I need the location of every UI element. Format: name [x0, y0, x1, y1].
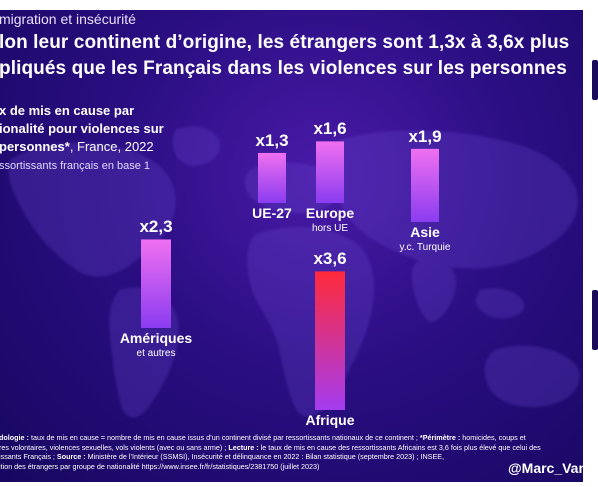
category-label: UE-27	[252, 205, 292, 221]
footer-methodology: dologie : taux de mis en cause = nombre …	[0, 433, 579, 471]
author-handle: @Marc_Vang	[508, 460, 583, 476]
category-label: Amériques	[119, 330, 193, 346]
edge-decoration-bottom	[592, 290, 598, 350]
value-label: x2,3	[139, 217, 173, 237]
subtitle-line-3: personnes*, France, 2022	[0, 139, 154, 154]
footer-line-4: ition des étrangers par groupe de nation…	[0, 462, 579, 472]
footer-text-4: ition des étrangers par groupe de nation…	[0, 461, 320, 471]
value-label: x3,6	[313, 249, 347, 269]
bar-chart	[141, 141, 439, 410]
value-label: x1,6	[313, 119, 347, 139]
subtitle-line-1: x de mis en cause par	[0, 103, 135, 118]
subtitle-line-2: ionalité pour violences sur	[0, 121, 164, 136]
bar-am-riques	[141, 239, 171, 328]
category-sublabel: hors UE	[311, 223, 349, 234]
subtitle-country-year: , France, 2022	[69, 139, 154, 154]
value-label: x1,3	[255, 130, 289, 150]
footer-text-2b: le taux de mis en cause des ressortissan…	[258, 442, 541, 452]
footer-line-2: res volontaires, violences sexuelles, vo…	[0, 443, 579, 453]
kicker-label: migration et insécurité	[0, 11, 136, 27]
bar-europe	[316, 141, 344, 203]
footer-text-1b: homicides, coups et	[460, 433, 526, 442]
footer-label-source: Source :	[56, 452, 86, 462]
subtitle-perimeter: personnes*	[0, 139, 70, 154]
category-sublabel: y.c. Turquie	[399, 242, 451, 253]
bar-asie	[411, 148, 439, 222]
footer-text-3: issants Français ;	[0, 452, 57, 462]
footer-line-1: dologie : taux de mis en cause = nombre …	[0, 433, 579, 443]
footer-text-3b: Ministère de l’Intérieur (SSMSI), Insécu…	[85, 452, 445, 462]
bar-ue-27	[258, 152, 286, 203]
infographic-card: migration et insécurité lon leur contine…	[0, 10, 583, 482]
footer-text-1: taux de mis en cause = nombre de mis en …	[28, 433, 420, 442]
subtitle-base-note: ssortissants français en base 1	[0, 160, 151, 172]
category-sublabel: et autres	[136, 348, 176, 359]
right-margin	[583, 10, 598, 482]
footer-line-3: issants Français ; Source : Ministère de…	[0, 452, 579, 462]
page-title-line-1: lon leur continent d’origine, les étrang…	[0, 32, 570, 53]
category-label: Europe	[305, 205, 355, 221]
footer-text-2: res volontaires, violences sexuelles, vo…	[0, 442, 229, 452]
category-label: Asie	[410, 224, 440, 240]
footer-label-methodology: dologie :	[0, 433, 29, 442]
world-map-background	[8, 126, 580, 418]
footer-label-perimeter: *Périmètre :	[419, 433, 461, 442]
page-title-line-2: pliqués que les Français dans les violen…	[0, 58, 567, 79]
bar-afrique	[315, 271, 345, 410]
footer-label-reading: Lecture :	[228, 442, 259, 452]
value-label: x1,9	[408, 126, 442, 146]
category-label: Afrique	[305, 412, 355, 428]
edge-decoration-top	[592, 60, 598, 100]
